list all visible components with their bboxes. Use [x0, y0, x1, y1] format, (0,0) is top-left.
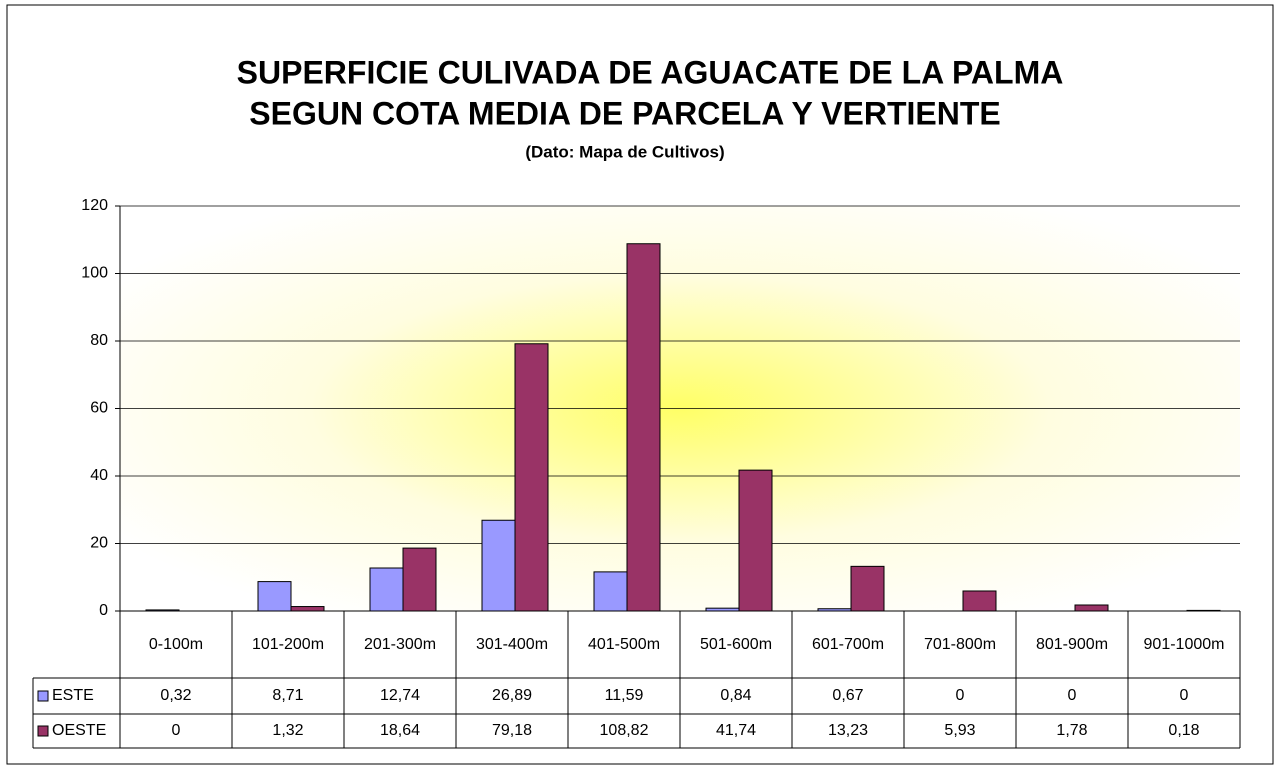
table-value: 79,18	[492, 722, 532, 739]
y-tick-label: 120	[81, 197, 108, 214]
bar	[514, 343, 549, 612]
table-value: 0	[1068, 687, 1077, 704]
table-value: 13,23	[828, 722, 868, 739]
x-tick-label: 901-1000m	[1144, 636, 1225, 653]
legend-label: OESTE	[52, 722, 106, 739]
bar	[738, 469, 773, 612]
x-tick-label: 501-600m	[700, 636, 772, 653]
bar	[850, 565, 885, 612]
table-value: 26,89	[492, 687, 532, 704]
x-tick-label: 601-700m	[812, 636, 884, 653]
table-value: 5,93	[944, 722, 975, 739]
chart-title: SUPERFICIE CULIVADA DE AGUACATE DE LA PA…	[237, 54, 1064, 90]
bar	[257, 581, 292, 612]
y-tick-label: 100	[81, 265, 108, 282]
chart-title: SEGUN COTA MEDIA DE PARCELA Y VERTIENTE	[249, 95, 1000, 131]
bar	[626, 243, 661, 612]
bar	[290, 606, 325, 612]
y-tick-label: 80	[90, 332, 108, 349]
table-value: 0,18	[1168, 722, 1199, 739]
x-tick-label: 401-500m	[588, 636, 660, 653]
x-tick-label: 701-800m	[924, 636, 996, 653]
table-value: 0	[172, 722, 181, 739]
legend-key	[37, 690, 49, 702]
table-value: 8,71	[272, 687, 303, 704]
table-value: 0,32	[160, 687, 191, 704]
bar	[1074, 604, 1109, 612]
x-tick-label: 801-900m	[1036, 636, 1108, 653]
y-tick-label: 60	[90, 400, 108, 417]
table-value: 0,67	[832, 687, 863, 704]
bar	[962, 590, 997, 612]
x-tick-label: 301-400m	[476, 636, 548, 653]
table-value: 18,64	[380, 722, 420, 739]
chart-subtitle: (Dato: Mapa de Cultivos)	[525, 142, 724, 161]
y-tick-label: 0	[99, 602, 108, 619]
table-value: 41,74	[716, 722, 756, 739]
bar	[369, 567, 404, 612]
table-value: 108,82	[600, 722, 649, 739]
table-value: 12,74	[380, 687, 420, 704]
x-tick-label: 0-100m	[149, 636, 203, 653]
legend-key	[37, 725, 49, 737]
x-tick-label: 201-300m	[364, 636, 436, 653]
x-tick-label: 101-200m	[252, 636, 324, 653]
table-value: 0,84	[720, 687, 751, 704]
legend-label: ESTE	[52, 687, 94, 704]
table-value: 1,78	[1056, 722, 1087, 739]
table-value: 0	[956, 687, 965, 704]
table-value: 1,32	[272, 722, 303, 739]
y-tick-label: 40	[90, 467, 108, 484]
table-value: 11,59	[605, 687, 644, 704]
bar	[481, 519, 516, 612]
bar	[593, 571, 628, 612]
bar	[402, 547, 437, 612]
table-value: 0	[1180, 687, 1189, 704]
y-tick-label: 20	[90, 535, 108, 552]
